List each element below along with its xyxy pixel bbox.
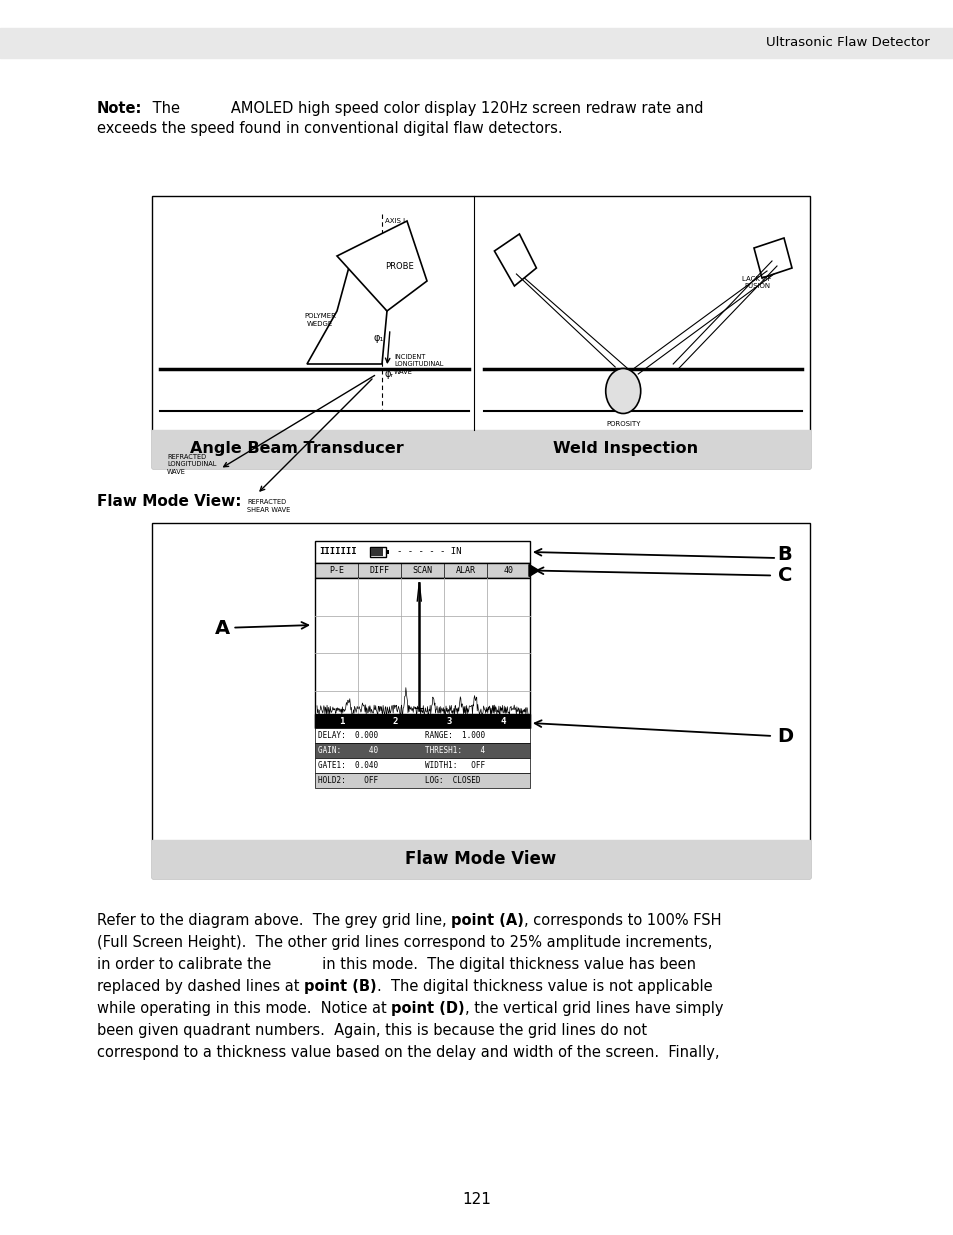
Text: Angle Beam Transducer: Angle Beam Transducer bbox=[190, 441, 403, 457]
Bar bbox=[371, 548, 382, 556]
Text: Weld Inspection: Weld Inspection bbox=[553, 441, 698, 457]
Text: 3: 3 bbox=[446, 716, 452, 725]
Bar bbox=[152, 840, 809, 878]
Text: INCIDENT
LONGITUDINAL
WAVE: INCIDENT LONGITUDINAL WAVE bbox=[394, 354, 443, 375]
Polygon shape bbox=[494, 233, 536, 287]
Text: POLYMER
WEDGE: POLYMER WEDGE bbox=[304, 314, 335, 327]
Text: REFRACTED
SHEAR WAVE: REFRACTED SHEAR WAVE bbox=[247, 499, 290, 513]
Text: LACK OF
FUSION: LACK OF FUSION bbox=[741, 275, 771, 289]
Polygon shape bbox=[529, 564, 538, 577]
Text: 2: 2 bbox=[393, 716, 398, 725]
Bar bbox=[314, 773, 530, 788]
Text: DIFF: DIFF bbox=[369, 566, 389, 576]
Text: C: C bbox=[777, 566, 791, 585]
Text: in order to calibrate the           in this mode.  The digital thickness value h: in order to calibrate the in this mode. … bbox=[97, 957, 696, 972]
Text: Flaw Mode View:: Flaw Mode View: bbox=[97, 494, 241, 509]
Polygon shape bbox=[336, 221, 427, 311]
Text: LOG:  CLOSED: LOG: CLOSED bbox=[425, 776, 480, 785]
Text: point (B): point (B) bbox=[304, 979, 376, 994]
Text: GATE1:  0.040: GATE1: 0.040 bbox=[317, 761, 377, 769]
Bar bbox=[314, 743, 530, 758]
Text: P-E: P-E bbox=[329, 566, 344, 576]
Bar bbox=[314, 578, 530, 727]
Text: POROSITY: POROSITY bbox=[605, 421, 639, 427]
Text: correspond to a thickness value based on the delay and width of the screen.  Fin: correspond to a thickness value based on… bbox=[97, 1045, 719, 1060]
Text: 121: 121 bbox=[462, 1193, 491, 1208]
Text: RANGE:  1.000: RANGE: 1.000 bbox=[425, 731, 485, 740]
Text: .  The digital thickness value is not applicable: . The digital thickness value is not app… bbox=[376, 979, 712, 994]
Text: ALAR: ALAR bbox=[455, 566, 475, 576]
Ellipse shape bbox=[605, 368, 640, 414]
Bar bbox=[0, 28, 953, 58]
Text: (Full Screen Height).  The other grid lines correspond to 25% amplitude incremen: (Full Screen Height). The other grid lin… bbox=[97, 935, 712, 950]
Text: HOLD2:    OFF: HOLD2: OFF bbox=[317, 776, 377, 785]
Text: WIDTH1:   OFF: WIDTH1: OFF bbox=[425, 761, 485, 769]
Bar bbox=[152, 430, 809, 468]
Polygon shape bbox=[307, 256, 387, 364]
Text: DELAY:  0.000: DELAY: 0.000 bbox=[317, 731, 377, 740]
Text: , corresponds to 100% FSH: , corresponds to 100% FSH bbox=[523, 913, 720, 927]
Text: 40: 40 bbox=[503, 566, 513, 576]
Text: φ₁: φ₁ bbox=[374, 333, 384, 343]
Text: replaced by dashed lines at: replaced by dashed lines at bbox=[97, 979, 304, 994]
Text: while operating in this mode.  Notice at: while operating in this mode. Notice at bbox=[97, 1002, 391, 1016]
Text: PROBE: PROBE bbox=[385, 262, 414, 270]
Polygon shape bbox=[753, 238, 791, 278]
Text: The           AMOLED high speed color display 120Hz screen redraw rate and: The AMOLED high speed color display 120H… bbox=[148, 101, 702, 116]
Text: SCAN: SCAN bbox=[412, 566, 432, 576]
Bar bbox=[314, 563, 530, 578]
Text: been given quadrant numbers.  Again, this is because the grid lines do not: been given quadrant numbers. Again, this… bbox=[97, 1023, 646, 1037]
Text: Refer to the diagram above.  The grey grid line,: Refer to the diagram above. The grey gri… bbox=[97, 913, 451, 927]
Text: Ultrasonic Flaw Detector: Ultrasonic Flaw Detector bbox=[765, 37, 929, 49]
Text: 1: 1 bbox=[339, 716, 344, 725]
Text: REFRACTED
LONGITUDINAL
WAVE: REFRACTED LONGITUDINAL WAVE bbox=[167, 454, 216, 475]
Text: 4: 4 bbox=[500, 716, 505, 725]
Text: B: B bbox=[777, 546, 792, 564]
Bar bbox=[370, 547, 386, 557]
Text: exceeds the speed found in conventional digital flaw detectors.: exceeds the speed found in conventional … bbox=[97, 121, 562, 136]
Text: , the vertical grid lines have simply: , the vertical grid lines have simply bbox=[464, 1002, 722, 1016]
Bar bbox=[314, 714, 530, 727]
Text: GAIN:      40: GAIN: 40 bbox=[317, 746, 377, 755]
Text: A: A bbox=[214, 619, 308, 637]
Text: IIIIIII: IIIIIII bbox=[318, 547, 356, 557]
Text: AXIS I: AXIS I bbox=[385, 219, 405, 224]
Text: D: D bbox=[776, 726, 792, 746]
Bar bbox=[314, 727, 530, 743]
Bar bbox=[152, 522, 809, 878]
Bar bbox=[314, 541, 530, 563]
Text: Flaw Mode View: Flaw Mode View bbox=[405, 850, 556, 868]
Text: - - - - - IN: - - - - - IN bbox=[396, 547, 461, 557]
Text: Note:: Note: bbox=[97, 101, 142, 116]
Text: φᵣ: φᵣ bbox=[385, 369, 394, 379]
Bar bbox=[314, 758, 530, 773]
Text: point (D): point (D) bbox=[391, 1002, 464, 1016]
Text: THRESH1:    4: THRESH1: 4 bbox=[425, 746, 485, 755]
Bar bbox=[386, 550, 389, 555]
Text: point (A): point (A) bbox=[451, 913, 523, 927]
Bar bbox=[152, 196, 809, 468]
